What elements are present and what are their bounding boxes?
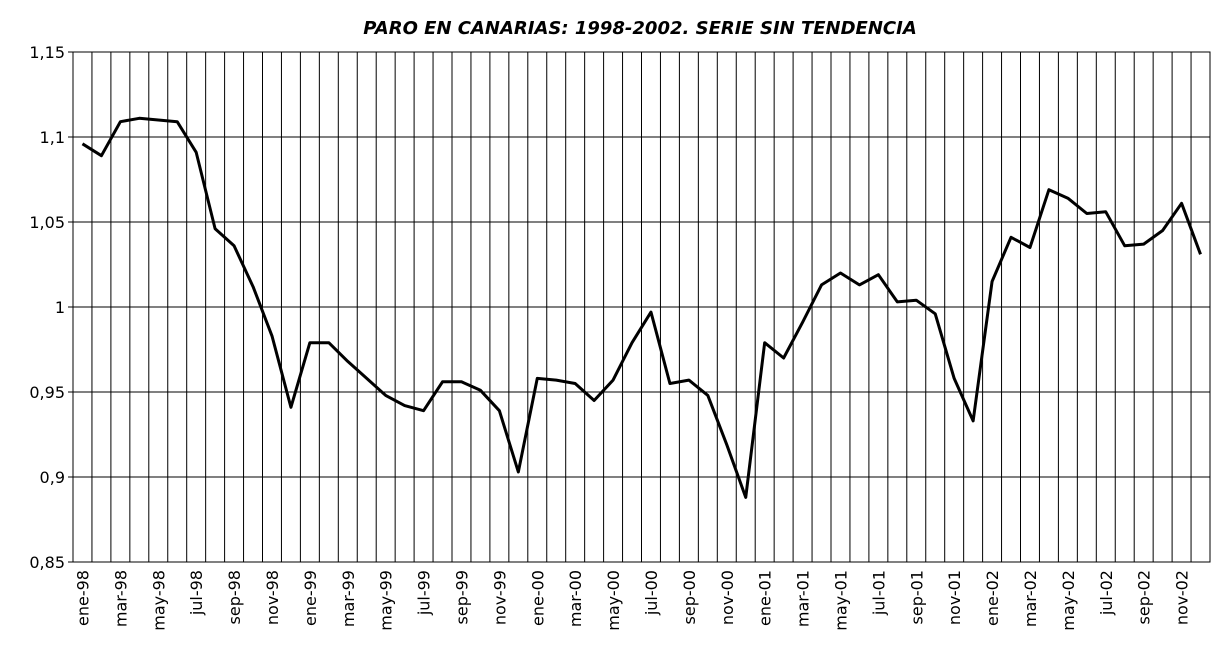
x-tick-label: sep-00 [680, 570, 699, 624]
x-tick-label: may-00 [604, 570, 623, 631]
x-tick-label: mar-00 [566, 570, 585, 627]
data-line [81, 116, 1202, 499]
x-tick-label: sep-02 [1135, 570, 1154, 624]
x-tick-label: jul-99 [415, 570, 434, 616]
x-tick-label: may-01 [831, 570, 850, 631]
x-tick-label: ene-99 [301, 570, 320, 626]
x-tick-label: jul-98 [187, 570, 206, 616]
y-tick-label: 1 [55, 298, 65, 317]
x-tick-label: may-98 [149, 570, 168, 631]
x-tick-label: sep-99 [452, 570, 471, 624]
x-tick-label: ene-01 [756, 570, 775, 626]
y-tick-label: 1,05 [29, 213, 65, 232]
x-tick-label: jul-02 [1097, 570, 1116, 616]
y-tick-label: 0,95 [29, 383, 65, 402]
chart-title: PARO EN CANARIAS: 1998-2002. SERIE SIN T… [363, 18, 917, 39]
x-tick-label: mar-99 [339, 570, 358, 627]
x-tick-label: ene-00 [528, 570, 547, 626]
x-tick-label: jul-01 [869, 570, 888, 616]
x-tick-label: mar-02 [1021, 570, 1040, 627]
x-tick-label: ene-02 [983, 570, 1002, 626]
x-tick-label: sep-01 [907, 570, 926, 624]
x-tick-label: may-02 [1059, 570, 1078, 631]
x-tick-label: nov-98 [263, 570, 282, 625]
x-tick-label: mar-98 [111, 570, 130, 627]
x-tick-label: ene-98 [73, 570, 92, 626]
x-tick-label: nov-02 [1173, 570, 1192, 625]
y-tick-label: 1,1 [40, 128, 65, 147]
x-tick-label: nov-99 [490, 570, 509, 625]
y-tick-label: 0,9 [40, 468, 65, 487]
x-tick-label: jul-00 [642, 570, 661, 616]
x-tick-label: sep-98 [225, 570, 244, 624]
y-tick-label: 0,85 [29, 553, 65, 572]
y-tick-label: 1,15 [29, 43, 65, 62]
x-tick-label: nov-00 [718, 570, 737, 625]
x-tick-label: mar-01 [794, 570, 813, 627]
x-tick-label: nov-01 [945, 570, 964, 625]
x-tick-label: may-99 [377, 570, 396, 631]
